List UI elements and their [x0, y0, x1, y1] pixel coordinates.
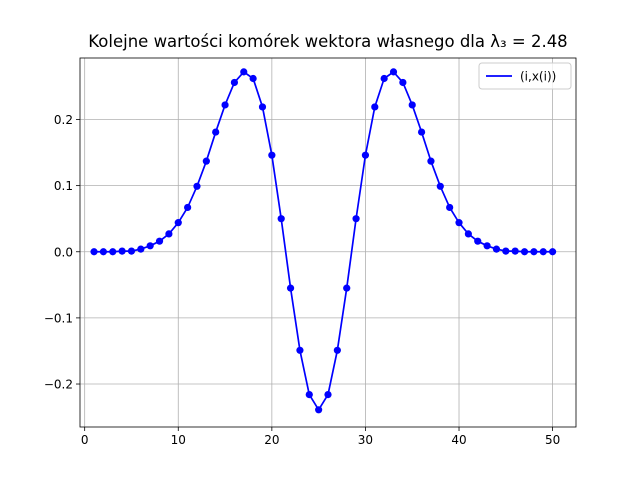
data-point: [277, 215, 285, 223]
axes-frame: [79, 57, 577, 428]
y-tick-label: 0.1: [54, 179, 73, 193]
data-point: [371, 103, 379, 111]
data-point: [221, 101, 229, 109]
data-point: [361, 151, 370, 159]
data-point: [333, 346, 341, 354]
data-point: [258, 103, 267, 111]
data-point: [324, 390, 332, 399]
data-point: [549, 248, 557, 256]
data-point: [165, 230, 173, 238]
chart-title: Kolejne wartości komórek wektora własneg…: [88, 32, 568, 51]
data-point: [343, 284, 351, 292]
data-point: [99, 248, 107, 256]
data-point: [380, 74, 388, 83]
data-point: [474, 237, 482, 245]
data-point: [399, 78, 407, 87]
data-point: [109, 248, 117, 256]
x-tick-label: 40: [451, 433, 466, 447]
data-point: [212, 128, 220, 136]
data-point: [137, 245, 145, 253]
data-point: [389, 68, 398, 76]
y-tick-label: 0.0: [54, 245, 73, 259]
data-point: [417, 128, 426, 136]
data-point: [539, 248, 547, 256]
data-point: [127, 247, 136, 255]
data-point: [464, 230, 472, 238]
y-tick-label: −0.1: [44, 311, 73, 325]
legend-box: [478, 62, 572, 90]
data-point: [492, 245, 501, 253]
x-tick-label: 20: [264, 433, 279, 447]
data-point: [305, 390, 313, 399]
y-tick-label: 0.2: [54, 113, 73, 127]
legend-label: (i,x(i)): [520, 70, 556, 84]
data-point: [202, 157, 210, 165]
data-point: [193, 182, 201, 190]
data-point: [268, 151, 276, 159]
series-layer: [90, 68, 557, 414]
data-point: [296, 346, 304, 354]
x-tick-label: 0: [81, 433, 89, 447]
data-point: [530, 248, 538, 256]
data-point: [455, 219, 463, 227]
x-tick-label: 30: [358, 433, 373, 447]
grid-lines: [80, 58, 576, 427]
data-point: [118, 247, 126, 255]
data-point: [240, 68, 248, 76]
y-tick-label: −0.2: [44, 378, 73, 392]
data-point: [520, 248, 529, 256]
x-tick-label: 10: [171, 433, 186, 447]
data-point: [249, 74, 257, 83]
data-point: [146, 242, 154, 250]
data-point: [155, 237, 164, 245]
data-point: [408, 101, 416, 109]
x-tick-label: 50: [545, 433, 560, 447]
data-point: [184, 203, 192, 212]
data-point: [436, 182, 444, 190]
data-point: [483, 242, 491, 250]
data-point: [315, 406, 323, 414]
data-point: [427, 157, 435, 165]
data-point: [352, 215, 360, 223]
data-point: [446, 203, 454, 212]
ticks: 0 10 20 30 40 50 −0.2 −0.1 0.0 0.1 0.2: [44, 113, 560, 447]
data-point: [502, 247, 510, 255]
data-point: [230, 78, 239, 87]
data-point: [511, 247, 519, 255]
data-point: [90, 248, 98, 256]
data-point: [286, 284, 295, 292]
legend: (i,x(i)): [478, 62, 572, 90]
data-point: [174, 219, 182, 227]
